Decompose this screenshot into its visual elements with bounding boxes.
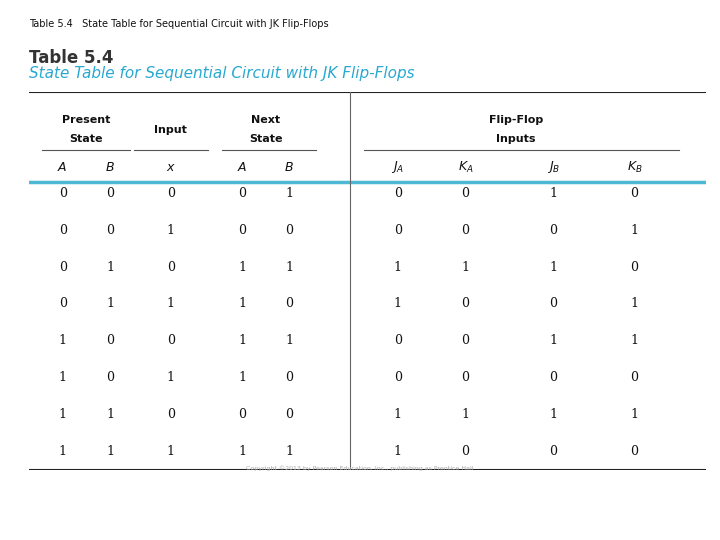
Text: $K_B$: $K_B$: [626, 160, 642, 175]
Text: State: State: [70, 134, 103, 144]
Text: 1: 1: [631, 408, 639, 421]
Text: 0: 0: [167, 261, 175, 274]
Text: 0: 0: [238, 187, 246, 200]
Text: $B$: $B$: [105, 161, 115, 174]
Text: $K_A$: $K_A$: [457, 160, 473, 175]
Text: 0: 0: [394, 187, 402, 200]
Text: 1: 1: [631, 334, 639, 347]
Text: $A$: $A$: [237, 161, 247, 174]
Text: 1: 1: [394, 408, 402, 421]
Text: $B$: $B$: [284, 161, 294, 174]
Text: 1: 1: [631, 224, 639, 237]
Text: 1: 1: [549, 187, 557, 200]
Text: 0: 0: [167, 334, 175, 347]
Text: 1: 1: [58, 445, 67, 458]
Text: 0: 0: [58, 261, 67, 274]
Text: 1: 1: [58, 371, 67, 384]
Text: $J_A$: $J_A$: [391, 159, 404, 176]
Text: 0: 0: [167, 187, 175, 200]
Text: M. Morris Mano ■ Michael D. Ciletti: M. Morris Mano ■ Michael D. Ciletti: [126, 523, 261, 532]
Text: $J_B$: $J_B$: [546, 159, 560, 176]
Text: 0: 0: [462, 445, 469, 458]
Text: 1: 1: [106, 298, 114, 310]
Text: 0: 0: [394, 334, 402, 347]
Text: 0: 0: [238, 408, 246, 421]
Text: $A$: $A$: [58, 161, 68, 174]
Text: 0: 0: [394, 224, 402, 237]
Text: 1: 1: [58, 408, 67, 421]
Text: Table 5.4   State Table for Sequential Circuit with JK Flip-Flops: Table 5.4 State Table for Sequential Cir…: [29, 19, 328, 29]
Text: 0: 0: [285, 371, 293, 384]
Text: 1: 1: [106, 445, 114, 458]
Text: 1: 1: [394, 298, 402, 310]
Text: ALWAYS LEARNING: ALWAYS LEARNING: [22, 510, 102, 518]
Text: Copyright ©2013 by Pearson Education, Inc., publishing as Prentice Hall: Copyright ©2013 by Pearson Education, In…: [246, 465, 474, 471]
Text: Table 5.4: Table 5.4: [29, 49, 113, 66]
Text: 1: 1: [167, 224, 175, 237]
Text: 1: 1: [238, 334, 246, 347]
Text: 0: 0: [549, 445, 557, 458]
Text: 0: 0: [462, 224, 469, 237]
Text: 1: 1: [631, 298, 639, 310]
Text: 1: 1: [549, 408, 557, 421]
Text: 1: 1: [285, 187, 293, 200]
Text: 1: 1: [462, 261, 469, 274]
Text: 0: 0: [285, 298, 293, 310]
Text: 0: 0: [58, 298, 67, 310]
Text: State Table for Sequential Circuit with JK Flip-Flops: State Table for Sequential Circuit with …: [29, 66, 415, 81]
Text: 1: 1: [58, 334, 67, 347]
Text: 0: 0: [462, 371, 469, 384]
Text: Input: Input: [155, 125, 187, 134]
Text: 0: 0: [58, 224, 67, 237]
Text: 1: 1: [238, 371, 246, 384]
Text: 1: 1: [167, 298, 175, 310]
Text: 0: 0: [394, 371, 402, 384]
Text: 1: 1: [167, 371, 175, 384]
Text: 0: 0: [631, 261, 639, 274]
Text: $x$: $x$: [166, 161, 176, 174]
Text: 1: 1: [394, 445, 402, 458]
Text: 1: 1: [549, 261, 557, 274]
Text: 0: 0: [106, 187, 114, 200]
Text: Next: Next: [251, 115, 280, 125]
Text: 0: 0: [58, 187, 67, 200]
Text: Copyright ©2013 by Pearson Education, Inc.: Copyright ©2013 by Pearson Education, In…: [428, 500, 599, 509]
Text: 1: 1: [394, 261, 402, 274]
Text: 0: 0: [462, 334, 469, 347]
Text: 0: 0: [285, 224, 293, 237]
Text: 0: 0: [167, 408, 175, 421]
Text: 1: 1: [167, 445, 175, 458]
Text: 0: 0: [462, 298, 469, 310]
Text: PEARSON: PEARSON: [666, 504, 720, 524]
Text: 1: 1: [285, 261, 293, 274]
Text: 1: 1: [106, 261, 114, 274]
Text: 0: 0: [462, 187, 469, 200]
Text: 0: 0: [106, 224, 114, 237]
Text: 1: 1: [285, 334, 293, 347]
Text: 0: 0: [631, 371, 639, 384]
Text: 1: 1: [549, 334, 557, 347]
Text: 1: 1: [285, 445, 293, 458]
Text: 0: 0: [549, 298, 557, 310]
Text: 0: 0: [106, 334, 114, 347]
Text: Present: Present: [62, 115, 110, 125]
Text: All rights reserved.: All rights reserved.: [428, 523, 501, 532]
Text: 0: 0: [631, 445, 639, 458]
Text: 0: 0: [631, 187, 639, 200]
Text: 0: 0: [549, 224, 557, 237]
Text: Digital Design: With an Introduction to the Verilog HDL, 5e: Digital Design: With an Introduction to …: [126, 500, 349, 509]
Text: 0: 0: [549, 371, 557, 384]
Text: 0: 0: [106, 371, 114, 384]
Text: Flip-Flop: Flip-Flop: [489, 115, 543, 125]
Text: 1: 1: [462, 408, 469, 421]
Text: 1: 1: [106, 408, 114, 421]
Text: 1: 1: [238, 261, 246, 274]
Text: State: State: [249, 134, 282, 144]
Text: 1: 1: [238, 445, 246, 458]
Text: 0: 0: [238, 224, 246, 237]
Text: 0: 0: [285, 408, 293, 421]
Text: 1: 1: [238, 298, 246, 310]
Text: Inputs: Inputs: [496, 134, 536, 144]
